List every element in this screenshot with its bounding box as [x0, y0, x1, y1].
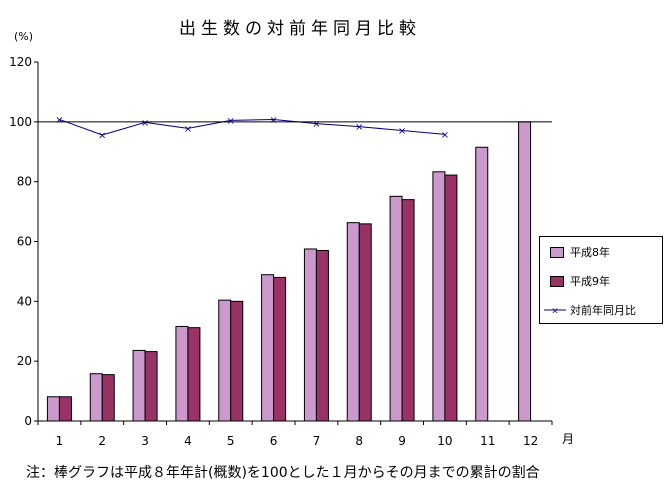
y-tick-label-20: 20: [17, 354, 32, 368]
bar-h9-5: [230, 300, 244, 422]
legend: 平成8年 平成9年 × 対前年同月比: [539, 236, 663, 324]
y-tick-label-100: 100: [9, 115, 32, 129]
legend-label-ratio: 対前年同月比: [570, 304, 636, 317]
bar-h8-2: [89, 373, 103, 422]
legend-label-h8: 平成8年: [570, 246, 610, 259]
legend-line-ratio: ×: [544, 307, 566, 316]
x-tick-label-12: 12: [523, 434, 538, 448]
bar-h8-8: [346, 222, 360, 422]
x-tick-label-6: 6: [270, 434, 278, 448]
ratio-marker-2: ×: [98, 130, 106, 141]
ratio-line: [59, 118, 445, 136]
bar-h8-12: [518, 121, 532, 422]
ratio-marker-7: ×: [312, 119, 320, 130]
y-tick-label-40: 40: [17, 294, 32, 308]
bar-h9-6: [273, 276, 287, 422]
line-layer: ××××× × × × × ×: [55, 115, 449, 142]
bar-h9-9: [401, 199, 415, 422]
bar-h8-5: [218, 299, 232, 422]
ratio-marker-4: ×: [184, 124, 192, 135]
y-tick-label-80: 80: [17, 175, 32, 189]
bar-h8-11: [475, 146, 489, 422]
bar-h8-9: [389, 195, 403, 422]
bar-h8-3: [132, 349, 146, 422]
footnote: 注：棒グラフは平成８年年計(概数)を100とした１月からその月までの累計の割合: [26, 465, 540, 481]
x-tick-label-5: 5: [227, 434, 235, 448]
legend-item-ratio: × 対前年同月比: [544, 303, 636, 317]
ratio-marker-10: ×: [441, 130, 449, 141]
ratio-marker-3: ×: [141, 118, 149, 129]
x-axis-label: 月: [562, 432, 574, 446]
y-tick-label-120: 120: [9, 55, 32, 69]
y-axis-unit: (%): [14, 30, 34, 43]
x-tick-label-2: 2: [98, 434, 106, 448]
ratio-marker-8: ×: [355, 122, 363, 133]
x-tick-label-8: 8: [355, 434, 363, 448]
x-tick-label-9: 9: [398, 434, 406, 448]
bar-h8-4: [175, 325, 189, 422]
x-tick-label-11: 11: [480, 434, 495, 448]
bar-h9-3: [144, 351, 158, 422]
bars-layer: [46, 121, 532, 422]
bar-h9-4: [187, 327, 201, 422]
x-tick-label-7: 7: [313, 434, 321, 448]
y-tick-label-0: 0: [24, 414, 32, 428]
legend-item-h8: 平成8年: [550, 245, 610, 259]
x-tick-label-3: 3: [141, 434, 149, 448]
legend-label-h9: 平成9年: [570, 275, 610, 288]
ratio-marker-9: ×: [398, 126, 406, 137]
bar-h9-10: [444, 174, 458, 422]
x-tick-label-10: 10: [437, 434, 452, 448]
bar-h9-8: [358, 223, 372, 422]
bar-h8-10: [432, 171, 446, 422]
legend-swatch-h8: [550, 246, 564, 258]
y-tick-label-60: 60: [17, 235, 32, 249]
ratio-marker-6: ×: [269, 115, 277, 126]
legend-swatch-h9: [550, 275, 564, 287]
legend-item-h9: 平成9年: [550, 274, 610, 288]
chart-title: 出生数の対前年同月比較: [179, 19, 421, 39]
bar-h9-7: [315, 249, 329, 422]
bar-h9-2: [101, 374, 115, 422]
bar-h8-7: [303, 248, 317, 422]
x-tick-label-4: 4: [184, 434, 192, 448]
bar-h8-1: [46, 396, 60, 422]
ratio-marker-1: ×: [55, 115, 63, 126]
bar-h9-1: [58, 396, 72, 422]
bar-h8-6: [261, 274, 275, 422]
svg-text:×: ×: [551, 307, 559, 316]
x-tick-label-1: 1: [56, 434, 64, 448]
